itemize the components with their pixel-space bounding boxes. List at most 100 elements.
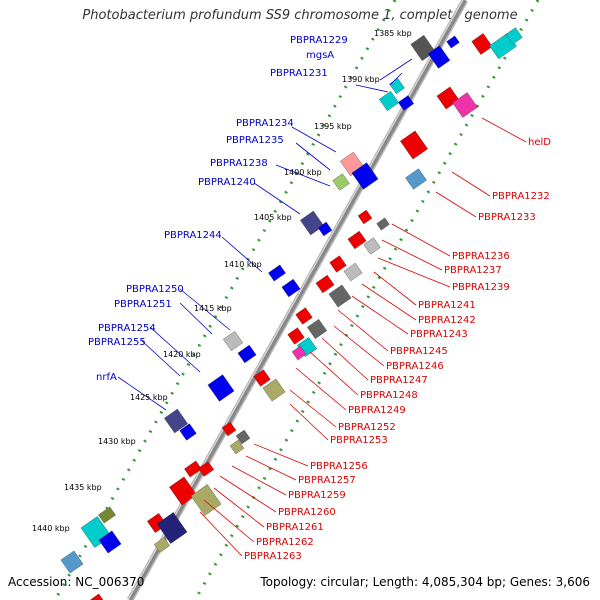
reverse-gene-label: PBPRA1246 [386,361,444,372]
ruler-label: 1405 kbp [254,213,292,222]
reverse-gene-label: PBPRA1247 [370,375,428,386]
reverse-gene-label: PBPRA1263 [244,551,302,562]
gene-feature [253,369,271,387]
gene-feature [179,423,197,441]
forward-leader-line [389,72,403,86]
reverse-leader-line [289,403,329,441]
gene-feature [154,537,170,553]
forward-gene-label: PBPRA1229 [290,35,348,46]
gene-feature [363,237,381,255]
gene-feature [90,593,104,600]
reverse-leader-line [295,367,347,411]
ruler-label: 1415 kbp [194,304,232,313]
gene-feature [357,209,373,225]
forward-gene-label: nrfA [96,372,117,383]
reverse-leader-line [351,295,409,335]
forward-leader-line [275,164,331,187]
gene-feature [223,331,243,351]
reverse-leader-line [381,239,443,271]
forward-leader-line [117,376,167,411]
forward-gene-label: PBPRA1240 [198,177,256,188]
gene-feature [60,550,84,574]
forward-gene-label: mgsA [306,50,334,61]
reverse-gene-label: PBPRA1259 [288,490,346,501]
reverse-gene-label: PBPRA1242 [418,315,476,326]
gene-feature [291,345,307,361]
forward-leader-line [253,182,301,215]
gene-feature [198,461,214,477]
reverse-gene-label: helD [528,137,551,148]
forward-leader-line [179,302,213,335]
forward-gene-label: PBPRA1251 [114,299,172,310]
forward-leader-line [221,236,263,273]
gene-feature [315,274,335,294]
forward-leader-line [379,58,413,81]
forward-gene-label: PBPRA1254 [98,323,156,334]
ruler-label: 1410 kbp [224,260,262,269]
gene-feature [164,408,188,434]
gene-features [60,27,523,600]
forward-gene-label: PBPRA1255 [88,337,146,348]
forward-gene-label: PBPRA1238 [210,158,268,169]
reverse-leader-line [337,309,389,352]
ruler-label: 1420 kbp [163,350,201,359]
ruler-labels: 1385 kbp 1390 kbp 1395 kbp 1400 kbp 1405 kbp… [32,29,412,533]
gene-feature [347,230,367,250]
forward-leader-line [149,326,201,373]
gene-feature [184,460,202,478]
gene-feature [376,217,390,231]
gene-feature [351,162,379,190]
reverse-leader-line [199,511,243,557]
reverse-gene-label: PBPRA1237 [444,265,502,276]
forward-leader-line [141,340,181,377]
forward-gene-label: PBPRA1231 [270,68,328,79]
gene-feature [332,173,350,191]
gene-feature [235,429,251,445]
ruler-label: 1400 kbp [284,168,322,177]
gene-feature [237,344,257,364]
gene-feature [398,95,414,111]
gene-feature [427,45,451,69]
ruler-label: 1390 kbp [342,75,380,84]
reverse-gene-label: PBPRA1232 [492,191,550,202]
forward-leader-line [291,126,337,153]
gene-feature [98,506,116,524]
reverse-leader-line [289,389,337,428]
reverse-leader-line [361,283,417,321]
reverse-gene-label: PBPRA1239 [452,282,510,293]
gene-feature [317,221,333,237]
gene-feature [295,307,313,325]
reverse-leader-line [373,271,417,306]
reverse-leader-line [231,465,287,496]
gene-labels: PBPRA1229 mgsA PBPRA1231 PBPRA1234 PBPRA1235… [88,35,551,562]
gene-feature [505,27,523,45]
forward-leader-line [295,142,331,171]
accession-text: Accession: NC_006370 [8,575,145,589]
forward-gene-label: PBPRA1250 [126,284,184,295]
gene-feature [405,168,427,190]
forward-gene-label: PBPRA1235 [226,135,284,146]
reverse-gene-label: PBPRA1236 [452,251,510,262]
reverse-leader-line [333,325,385,367]
reverse-gene-label: PBPRA1249 [348,405,406,416]
gene-feature [268,264,286,282]
reverse-gene-label: PBPRA1233 [478,212,536,223]
reverse-gene-label: PBPRA1262 [256,537,314,548]
ruler-label: 1430 kbp [98,437,136,446]
gene-feature [156,512,188,544]
reverse-leader-line [203,499,255,543]
reverse-leader-line [309,351,359,396]
gene-feature [343,262,363,282]
reverse-leader-line [451,171,491,197]
gene-feature [379,91,399,111]
reverse-leader-line [213,487,265,528]
gene-feature [281,278,301,298]
forward-leader-line [179,288,231,331]
ruler-label: 1395 kbp [314,122,352,131]
reverse-leader-line [435,191,477,218]
reverse-gene-label: PBPRA1257 [298,475,356,486]
ruler-label: 1385 kbp [374,29,412,38]
reverse-gene-label: PBPRA1248 [360,390,418,401]
forward-leader-line [355,84,389,93]
